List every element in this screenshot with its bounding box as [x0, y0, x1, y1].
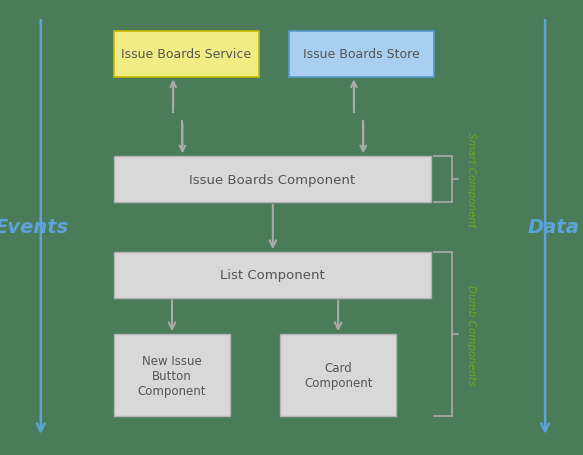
Text: Issue Boards Component: Issue Boards Component: [189, 173, 356, 186]
Text: Dumb Components: Dumb Components: [466, 284, 476, 384]
Text: New Issue
Button
Component: New Issue Button Component: [138, 354, 206, 397]
Text: Events: Events: [0, 218, 69, 237]
FancyBboxPatch shape: [114, 334, 230, 416]
FancyBboxPatch shape: [114, 253, 431, 298]
Text: Card
Component: Card Component: [304, 361, 373, 389]
FancyBboxPatch shape: [114, 32, 259, 77]
Text: Issue Boards Service: Issue Boards Service: [121, 48, 252, 61]
Text: List Component: List Component: [220, 269, 325, 282]
Text: Issue Boards Store: Issue Boards Store: [303, 48, 420, 61]
FancyBboxPatch shape: [289, 32, 434, 77]
Text: Data: Data: [528, 218, 580, 237]
FancyBboxPatch shape: [280, 334, 396, 416]
Text: Smart Component: Smart Component: [466, 132, 476, 227]
FancyBboxPatch shape: [114, 157, 431, 202]
